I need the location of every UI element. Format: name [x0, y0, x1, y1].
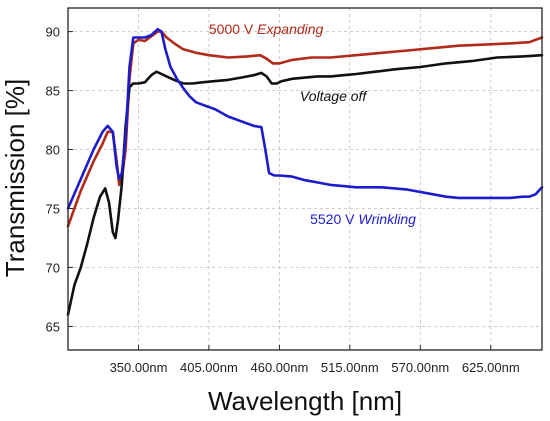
series-annotation: Voltage off [300, 88, 369, 104]
x-tick-label: 350.00nm [110, 360, 168, 375]
series-annotation: 5520 V Wrinkling [310, 211, 416, 227]
plot-frame [67, 7, 543, 351]
x-tick-label: 570.00nm [391, 360, 449, 375]
series-annotation: 5000 V Expanding [209, 21, 324, 37]
y-tick-label: 90 [46, 25, 60, 40]
x-tick-label: 405.00nm [180, 360, 238, 375]
axis-ticks: 350.00nm 405.00nm 460.00nm 515.00nm 570.00nm… [46, 25, 520, 375]
y-tick-label: 65 [46, 319, 60, 334]
y-axis-title: Transmission [%] [0, 79, 30, 277]
grid-lines [68, 8, 542, 350]
x-axis-title: Wavelength [nm] [208, 386, 402, 416]
y-tick-label: 80 [46, 143, 60, 158]
series-line-voltage-off [66, 53, 544, 316]
x-tick-label: 460.00nm [250, 360, 308, 375]
y-tick-label: 70 [46, 260, 60, 275]
y-tick-label: 85 [46, 84, 60, 99]
x-tick-label: 625.00nm [462, 360, 520, 375]
series-lines [66, 27, 544, 316]
series-annotations: 5000 V Expanding Voltage off 5520 V Wrinkl… [209, 21, 416, 227]
y-tick-label: 75 [46, 202, 60, 217]
x-tick-label: 515.00nm [321, 360, 379, 375]
series-line-5520-v-wrinkling [66, 27, 544, 210]
